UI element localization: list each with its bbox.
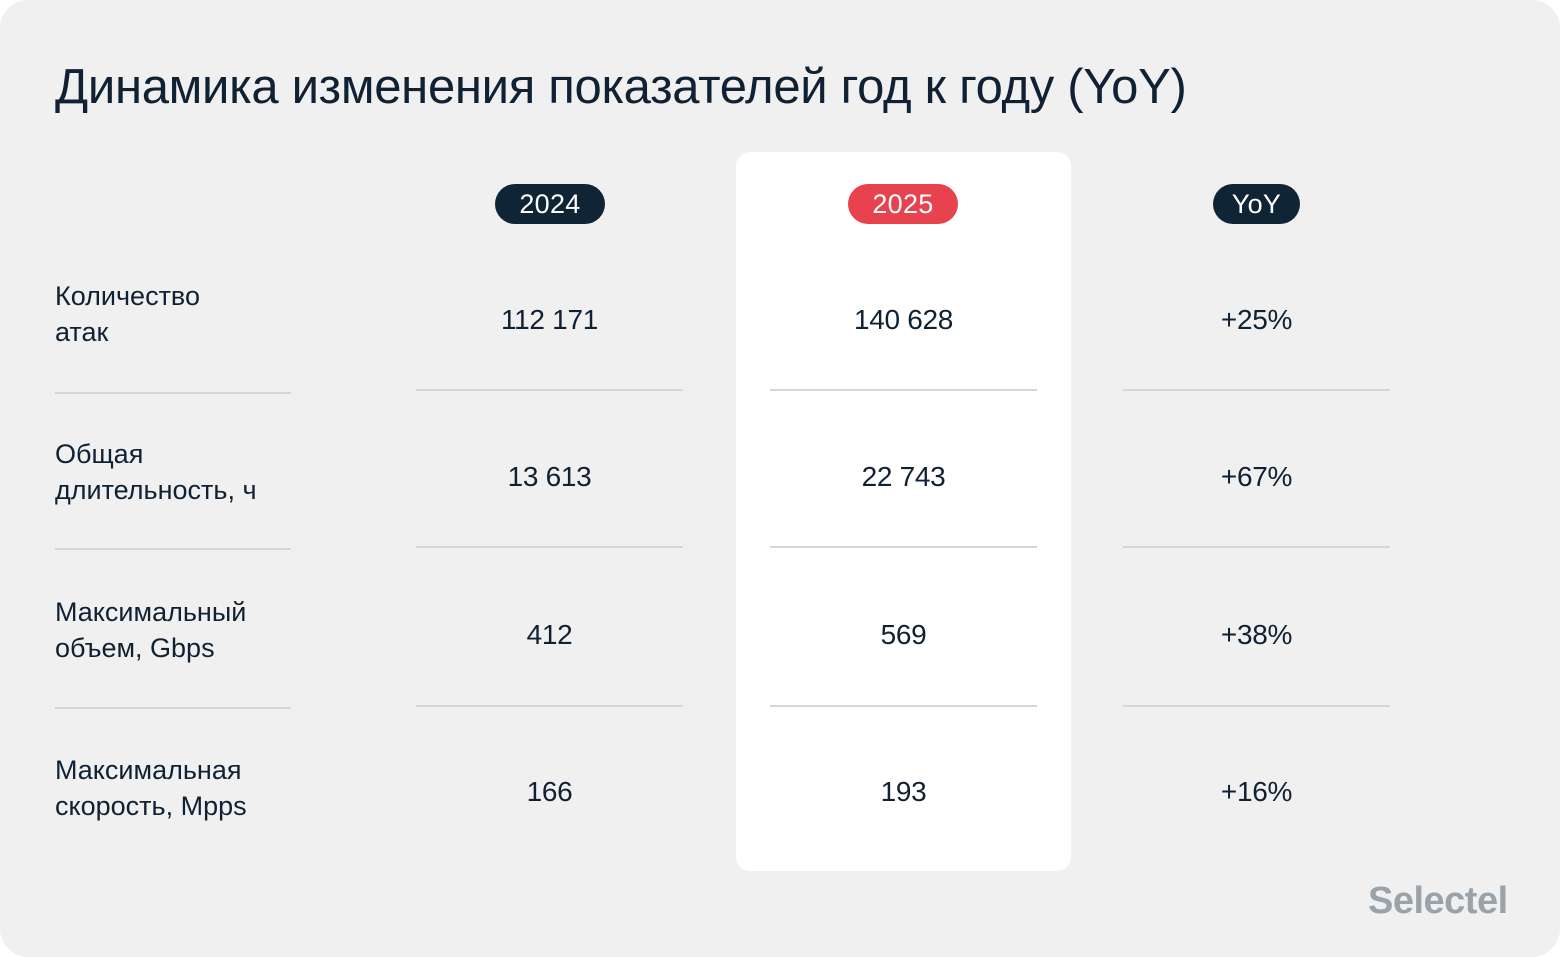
row-divider [55, 548, 291, 550]
cell-attacks-2025: 140 628 [853, 304, 954, 335]
row-divider [416, 389, 683, 391]
cell-duration-yoy: +67% [1220, 461, 1293, 492]
row-label-attacks: Количество атак [55, 278, 355, 350]
row-divider [770, 705, 1037, 707]
row-divider [770, 389, 1037, 391]
row-divider [1123, 389, 1390, 391]
cell-duration-2024: 13 613 [507, 461, 592, 492]
column-header-2024: 2024 [495, 184, 605, 224]
row-divider [55, 707, 291, 709]
column-header-2025: 2025 [848, 184, 958, 224]
cell-max-volume-2025: 569 [880, 619, 927, 650]
cell-duration-2025: 22 743 [861, 461, 946, 492]
row-label-line1: Максимальная [55, 755, 242, 785]
row-label-line2: скорость, Mpps [55, 791, 247, 821]
cell-attacks-yoy: +25% [1220, 304, 1293, 335]
cell-max-speed-2024: 166 [526, 776, 573, 807]
column-header-yoy: YoY [1213, 184, 1300, 224]
highlight-column-2025 [736, 152, 1071, 871]
row-divider [770, 546, 1037, 548]
row-label-line1: Общая [55, 439, 144, 469]
row-label-max-volume: Максимальный объем, Gbps [55, 594, 355, 666]
cell-max-volume-yoy: +38% [1220, 619, 1293, 650]
selectel-logo: Selectel [1368, 880, 1508, 922]
row-label-duration: Общая длительность, ч [55, 436, 355, 508]
cell-max-speed-yoy: +16% [1220, 776, 1293, 807]
row-divider [416, 546, 683, 548]
page-title: Динамика изменения показателей год к год… [55, 60, 1187, 114]
cell-attacks-2024: 112 171 [500, 304, 599, 335]
row-label-line2: атак [55, 317, 109, 347]
row-label-line2: объем, Gbps [55, 633, 215, 663]
row-label-line1: Количество [55, 281, 200, 311]
cell-max-volume-2024: 412 [526, 619, 573, 650]
row-divider [416, 705, 683, 707]
row-label-line1: Максимальный [55, 597, 247, 627]
row-divider [1123, 546, 1390, 548]
cell-max-speed-2025: 193 [880, 776, 927, 807]
row-divider [1123, 705, 1390, 707]
row-label-max-speed: Максимальная скорость, Mpps [55, 752, 355, 824]
row-label-line2: длительность, ч [55, 475, 257, 505]
row-divider [55, 392, 291, 394]
